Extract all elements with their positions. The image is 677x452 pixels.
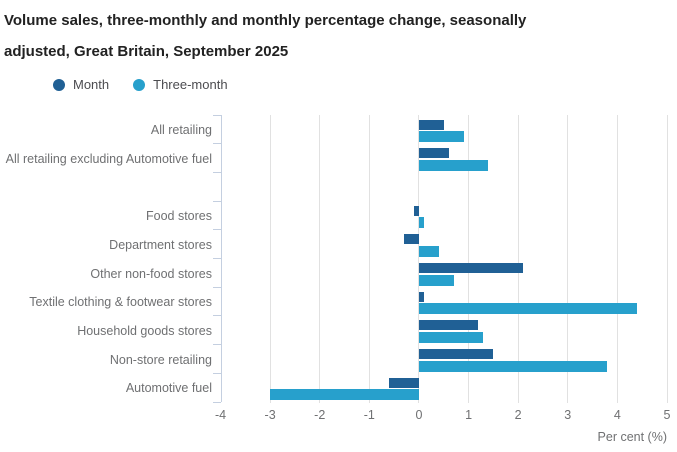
legend-dot-month-icon <box>53 78 65 91</box>
category-label: Other non-food stores <box>90 266 212 281</box>
category-axis-tick <box>212 171 221 173</box>
x-tick-label: 5 <box>663 408 671 422</box>
bar-three-month <box>270 389 419 401</box>
category-label: Textile clothing & footwear stores <box>29 295 212 310</box>
legend-item-three-month[interactable]: Three-month <box>133 77 228 92</box>
x-tick-label: 0 <box>415 408 423 422</box>
bar-month <box>418 320 479 331</box>
category-axis-tick <box>212 258 221 259</box>
chart-title-line1: Volume sales, three-monthly and monthly … <box>4 12 527 29</box>
category-label: Department stores <box>109 237 212 252</box>
legend-label-three-month: Three-month <box>153 77 228 92</box>
bar-month <box>418 291 424 302</box>
x-tick-label: -2 <box>314 408 326 422</box>
category-axis-tick <box>212 143 221 145</box>
bar-month <box>418 263 524 273</box>
category-label: Food stores <box>145 209 212 224</box>
legend-dot-three-month-icon <box>133 78 146 91</box>
legend-item-month[interactable]: Month <box>53 77 109 92</box>
category-label: Automotive fuel <box>125 381 212 396</box>
x-tick-label: 3 <box>564 408 572 422</box>
bar-three-month <box>418 245 439 257</box>
x-tick-label: -1 <box>363 408 375 422</box>
bar-month <box>404 234 419 245</box>
gridline <box>418 115 420 403</box>
bar-three-month <box>418 303 638 315</box>
bar-three-month <box>418 360 608 372</box>
category-label: All retailing <box>150 123 212 137</box>
category-axis-tick <box>212 315 221 317</box>
bar-month <box>418 119 444 130</box>
category-axis-tick <box>212 372 221 374</box>
x-tick-label: 2 <box>514 408 522 422</box>
chart-title-line2: adjusted, Great Britain, September 2025 <box>4 43 289 60</box>
category-axis-tick <box>212 114 221 116</box>
gridline <box>368 115 370 403</box>
legend: Month Three-month <box>53 77 228 92</box>
gridline <box>666 115 668 403</box>
category-label: Non-store retailing <box>109 352 212 367</box>
category-label: Household goods stores <box>77 323 212 338</box>
bar-month <box>413 205 419 216</box>
gridline <box>517 115 519 403</box>
category-axis-tick <box>212 229 221 231</box>
category-axis-tick <box>212 286 221 288</box>
category-axis-tick <box>212 344 221 346</box>
bar-three-month <box>418 217 424 229</box>
bar-three-month <box>418 274 454 286</box>
category-label: All retailing excluding Automotive fuel <box>5 151 212 166</box>
x-tick-label: -3 <box>264 408 276 422</box>
x-tick-label: -4 <box>214 408 227 422</box>
chart-title: Volume sales, three-monthly and monthly … <box>4 5 644 67</box>
gridline <box>468 115 470 403</box>
x-tick-label: 1 <box>465 408 473 422</box>
x-tick-label: 4 <box>613 408 621 422</box>
gridline <box>567 115 569 403</box>
gridline <box>616 115 618 403</box>
category-axis-tick <box>212 200 221 202</box>
bar-three-month <box>418 131 464 142</box>
gridline <box>269 115 271 403</box>
bar-month <box>418 349 494 360</box>
bar-three-month <box>418 331 484 343</box>
category-axis-line <box>220 115 222 402</box>
legend-label-month: Month <box>73 77 110 92</box>
gridline <box>319 115 321 403</box>
category-axis-tick <box>212 401 221 403</box>
bar-three-month <box>418 159 489 171</box>
x-axis-title: Per cent (%) <box>597 430 667 444</box>
bar-month <box>418 148 449 159</box>
bar-month <box>389 377 419 388</box>
